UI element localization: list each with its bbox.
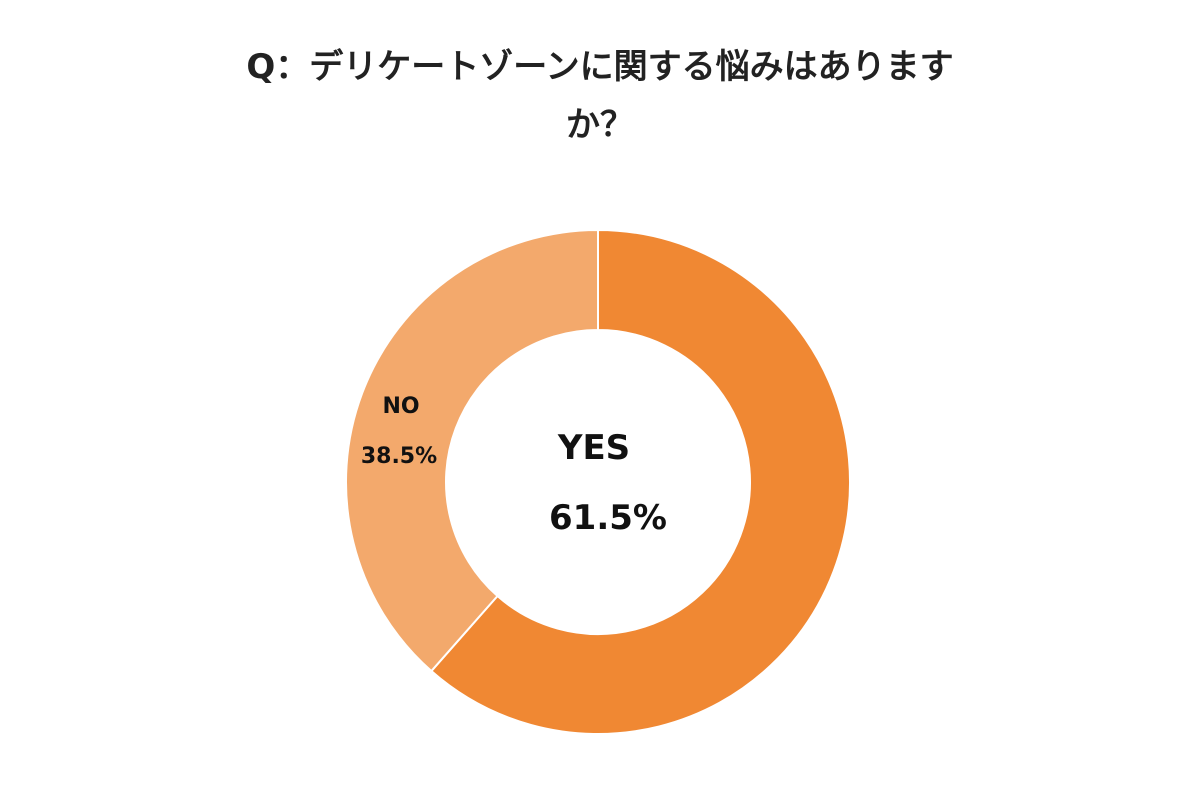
slice-label-no-name: NO	[382, 394, 419, 419]
slice-label-no-value: 38.5%	[361, 444, 437, 469]
chart-title-line-1: Q：デリケートゾーンに関する悩みはあります	[246, 47, 954, 87]
donut-slice-no	[345, 228, 599, 673]
slice-label-yes-name: YES	[557, 428, 630, 468]
chart-title: Q：デリケートゾーンに関する悩みはあります か？	[0, 38, 1200, 154]
chart-title-line-2: か？	[566, 105, 634, 145]
slice-label-yes-value: 61.5%	[549, 498, 667, 538]
donut-slices	[345, 228, 851, 735]
donut-slice-yes	[429, 228, 851, 735]
slice-label-yes: YES 61.5%	[549, 428, 667, 538]
slice-label-no: NO 38.5%	[361, 394, 437, 469]
